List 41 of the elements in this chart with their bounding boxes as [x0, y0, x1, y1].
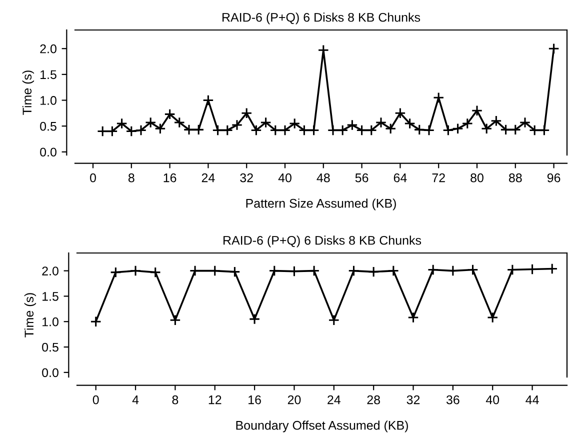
x-tick-label: 64	[394, 173, 407, 182]
y-tick-label: 0.5	[40, 122, 56, 131]
chart-title: RAID-6 (P+Q) 6 Disks 8 KB Chunks	[224, 236, 422, 248]
x-tick-label: 40	[486, 395, 500, 404]
y-tick-label: 1.5	[42, 292, 58, 301]
y-tick-label: 0.0	[42, 368, 58, 378]
x-tick-label: 44	[526, 396, 539, 404]
x-tick-label: 32	[406, 395, 420, 404]
x-tick-label: 8	[172, 395, 178, 404]
x-tick-label: 16	[164, 173, 176, 182]
x-tick-label: 4	[132, 396, 139, 404]
x-tick-label: 88	[508, 173, 522, 182]
y-tick-label: 2.0	[40, 44, 56, 54]
x-tick-label: 24	[202, 173, 215, 182]
x-tick-label: 12	[208, 395, 222, 404]
y-tick-label: 0.5	[42, 342, 58, 352]
x-tick-label: 0	[92, 395, 99, 404]
x-tick-label: 56	[355, 173, 368, 182]
x-tick-label: 32	[240, 173, 253, 182]
x-tick-label: 40	[278, 173, 292, 182]
x-tick-label: 80	[470, 173, 484, 182]
x-tick-label: 20	[288, 395, 301, 404]
x-tick-label: 72	[432, 173, 445, 182]
y-tick-label: 1.0	[40, 96, 56, 105]
x-tick-label: 36	[446, 395, 460, 404]
y-tick-label: 1.5	[40, 70, 56, 80]
y-axis-title: Time (s)	[22, 70, 34, 115]
y-tick-label: 1.0	[42, 317, 58, 326]
x-tick-label: 48	[316, 173, 330, 182]
x-axis-title: Pattern Size Assumed (KB)	[246, 198, 396, 210]
x-tick-label: 8	[128, 173, 134, 182]
x-tick-label: 28	[367, 395, 380, 404]
x-axis-title: Boundary Offset Assumed (KB)	[236, 420, 408, 432]
y-tick-label: 0.0	[40, 148, 56, 157]
chart-title: RAID-6 (P+Q) 6 Disks 8 KB Chunks	[222, 12, 420, 24]
x-tick-label: 16	[248, 395, 261, 404]
x-tick-label: 24	[328, 395, 340, 404]
y-tick-label: 2.0	[42, 266, 58, 276]
y-axis-title: Time (s)	[24, 293, 36, 338]
x-tick-label: 96	[547, 173, 560, 182]
x-tick-label: 0	[90, 173, 96, 182]
